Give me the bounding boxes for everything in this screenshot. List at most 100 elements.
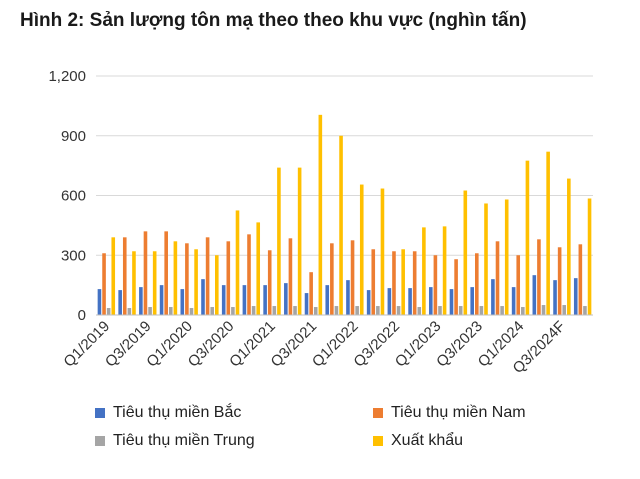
legend-label-export: Xuất khẩu bbox=[391, 432, 464, 449]
bar-1-Q4-2019 bbox=[159, 285, 164, 316]
bar-3-Q3-2019 bbox=[148, 307, 152, 315]
bar-4-Q4-2023 bbox=[504, 199, 509, 315]
bar-1-Q3-2022 bbox=[387, 288, 392, 315]
bar-3-Q3-2020 bbox=[231, 307, 235, 315]
bar-3-Q1-2019 bbox=[106, 308, 111, 315]
bar-2-Q4-2022 bbox=[412, 251, 417, 315]
bar-3-Q2-2020 bbox=[210, 307, 214, 315]
legend-item-export: Xuất khẩu bbox=[373, 432, 463, 450]
bar-2-Q4-2021 bbox=[330, 243, 334, 315]
bar-2-Q3-2019 bbox=[143, 231, 148, 315]
bar-1-Q1-2021 bbox=[263, 285, 267, 316]
bar-4-Q1-2022 bbox=[359, 184, 364, 315]
bar-4-Q2-2019 bbox=[132, 251, 136, 315]
bar-3-Q1-2021 bbox=[272, 306, 277, 315]
legend-label-south: Tiêu thụ miền Nam bbox=[391, 404, 526, 421]
y-tick-label-600: 600 bbox=[61, 188, 86, 205]
bar-3-Q2-2021 bbox=[293, 306, 297, 315]
bar-1-Q1-2024 bbox=[511, 287, 516, 315]
bar-1-Q2-2020 bbox=[201, 279, 205, 315]
bar-1-Q1-2019 bbox=[97, 289, 102, 315]
bar-1-Q1-2023 bbox=[428, 287, 433, 315]
bar-2-Q2-2021 bbox=[288, 238, 293, 315]
bar-4-Q3-2019 bbox=[152, 251, 157, 315]
bar-2-Q1-2022 bbox=[350, 240, 355, 315]
bar-2-Q3-2021 bbox=[309, 272, 313, 315]
bar-2-Q3-2020 bbox=[226, 241, 231, 315]
bar-3-Q2-2023 bbox=[458, 306, 463, 315]
bar-4-Q3-2024F bbox=[567, 178, 571, 315]
bar-1-Q1-2020 bbox=[180, 289, 185, 315]
y-tick-label-300: 300 bbox=[61, 247, 86, 264]
y-tick-label-1200: 1,200 bbox=[48, 68, 86, 85]
bar-2-Q1-2024 bbox=[516, 255, 521, 315]
bar-3-Q4-2024F bbox=[583, 306, 587, 315]
bar-2-Q2-2024 bbox=[537, 239, 541, 315]
legend-swatch-south bbox=[373, 408, 383, 418]
bar-3-Q1-2020 bbox=[189, 308, 194, 315]
bar-4-Q4-2021 bbox=[339, 135, 343, 315]
bar-4-Q3-2023 bbox=[484, 203, 488, 315]
bar-4-Q2-2022 bbox=[380, 188, 385, 315]
bar-4-Q1-2024 bbox=[525, 160, 530, 315]
bar-2-Q2-2020 bbox=[205, 237, 210, 315]
bar-1-Q1-2022 bbox=[346, 280, 350, 315]
legend-item-central: Tiêu thụ miền Trung bbox=[95, 432, 255, 450]
bar-3-Q3-2022 bbox=[396, 306, 401, 315]
bar-4-Q4-2020 bbox=[256, 222, 261, 315]
legend-swatch-central bbox=[95, 436, 105, 446]
bar-1-Q2-2023 bbox=[449, 289, 454, 315]
bar-4-Q1-2019 bbox=[111, 237, 116, 315]
legend-item-north: Tiêu thụ miền Bắc bbox=[95, 404, 241, 422]
chart-title: Hình 2: Sản lượng tôn mạ theo theo khu v… bbox=[20, 10, 527, 31]
bar-4-Q2-2020 bbox=[215, 255, 219, 315]
bar-4-Q2-2021 bbox=[297, 167, 302, 315]
bar-4-Q4-2019 bbox=[173, 241, 178, 315]
bar-2-Q4-2019 bbox=[164, 231, 168, 315]
bar-3-Q4-2023 bbox=[500, 306, 504, 315]
bar-3-Q4-2019 bbox=[168, 307, 173, 315]
bar-2-Q3-2022 bbox=[392, 251, 396, 315]
tick-labels: 03006009001,200Q1/2019Q3/2019Q1/2020Q3/2… bbox=[48, 68, 568, 377]
legend-item-south: Tiêu thụ miền Nam bbox=[373, 404, 526, 422]
bar-3-Q4-2022 bbox=[417, 307, 422, 315]
legend-swatch-north bbox=[95, 408, 105, 418]
bars bbox=[97, 114, 592, 316]
bar-3-Q2-2019 bbox=[127, 308, 132, 315]
y-tick-label-0: 0 bbox=[78, 307, 86, 324]
bar-4-Q2-2024 bbox=[546, 151, 550, 315]
bar-3-Q2-2024 bbox=[541, 305, 546, 315]
bar-2-Q4-2024F bbox=[578, 244, 583, 315]
bar-4-Q3-2020 bbox=[235, 210, 240, 315]
bar-4-Q1-2020 bbox=[194, 249, 198, 315]
bar-1-Q2-2019 bbox=[118, 290, 122, 315]
bar-1-Q3-2023 bbox=[470, 287, 474, 315]
bar-3-Q1-2024 bbox=[521, 307, 525, 315]
legend: Tiêu thụ miền Bắc Tiêu thụ miền Nam Tiêu… bbox=[95, 404, 615, 464]
legend-label-central: Tiêu thụ miền Trung bbox=[113, 432, 255, 449]
legend-label-north: Tiêu thụ miền Bắc bbox=[113, 404, 242, 421]
bar-1-Q2-2021 bbox=[284, 283, 288, 315]
bar-1-Q2-2022 bbox=[366, 290, 371, 315]
bar-3-Q1-2022 bbox=[355, 306, 359, 315]
bar-1-Q3-2024F bbox=[553, 280, 557, 315]
bar-2-Q3-2024F bbox=[557, 247, 562, 315]
bar-1-Q3-2021 bbox=[304, 293, 309, 315]
bar-4-Q1-2021 bbox=[277, 167, 281, 315]
bar-2-Q4-2023 bbox=[495, 241, 500, 315]
bar-4-Q3-2022 bbox=[401, 249, 405, 315]
grid-lines bbox=[96, 75, 593, 256]
bar-2-Q2-2019 bbox=[122, 237, 127, 315]
bar-2-Q3-2023 bbox=[475, 253, 479, 315]
bar-1-Q2-2024 bbox=[532, 275, 537, 315]
bar-3-Q2-2022 bbox=[376, 306, 380, 315]
bar-1-Q4-2023 bbox=[491, 279, 495, 315]
bar-4-Q3-2021 bbox=[318, 114, 323, 315]
bar-1-Q4-2022 bbox=[408, 288, 412, 315]
bar-2-Q1-2019 bbox=[102, 253, 106, 315]
bar-1-Q4-2020 bbox=[242, 285, 247, 316]
bar-1-Q4-2024F bbox=[573, 278, 578, 315]
bar-3-Q3-2024F bbox=[562, 305, 567, 315]
bar-3-Q3-2023 bbox=[479, 306, 484, 315]
bar-3-Q3-2021 bbox=[313, 307, 318, 315]
